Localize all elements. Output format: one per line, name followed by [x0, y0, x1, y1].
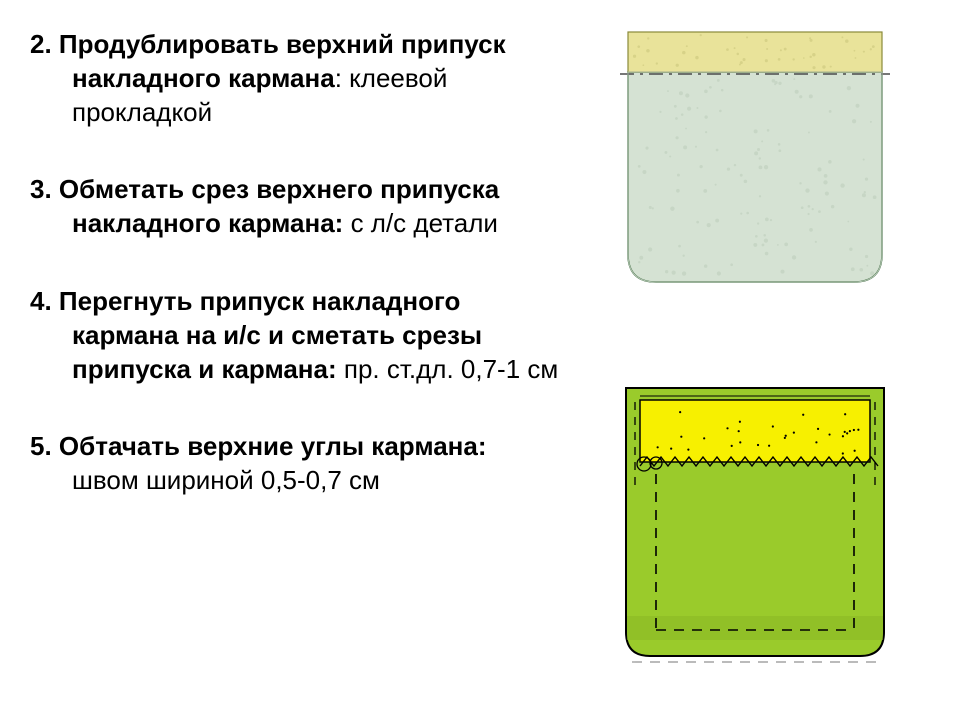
item-number: 5. — [30, 431, 59, 461]
instruction-item-4: 4. Перегнуть припуск накладного кармана … — [30, 285, 560, 386]
item-number: 2. — [30, 29, 59, 59]
item-plain-text: с л/с детали — [343, 208, 498, 238]
instruction-item-2: 2. Продублировать верхний припуск наклад… — [30, 28, 560, 129]
item-number: 3. — [30, 174, 59, 204]
pocket-diagram-2 — [610, 380, 900, 670]
instruction-item-5: 5. Обтачать верхние углы кармана: швом ш… — [30, 430, 560, 498]
diagram-column — [600, 20, 940, 670]
instruction-item-3: 3. Обметать срез верхнего припуска накла… — [30, 173, 560, 241]
item-plain-text: пр. ст.дл. 0,7-1 см — [337, 354, 559, 384]
pocket-diagram-1 — [610, 20, 900, 300]
item-bold-text: Обтачать верхние углы кармана: — [59, 431, 487, 461]
instructions-list: 2. Продублировать верхний припуск наклад… — [30, 28, 560, 542]
item-plain-text: швом шириной 0,5-0,7 см — [72, 465, 380, 495]
item-number: 4. — [30, 286, 59, 316]
